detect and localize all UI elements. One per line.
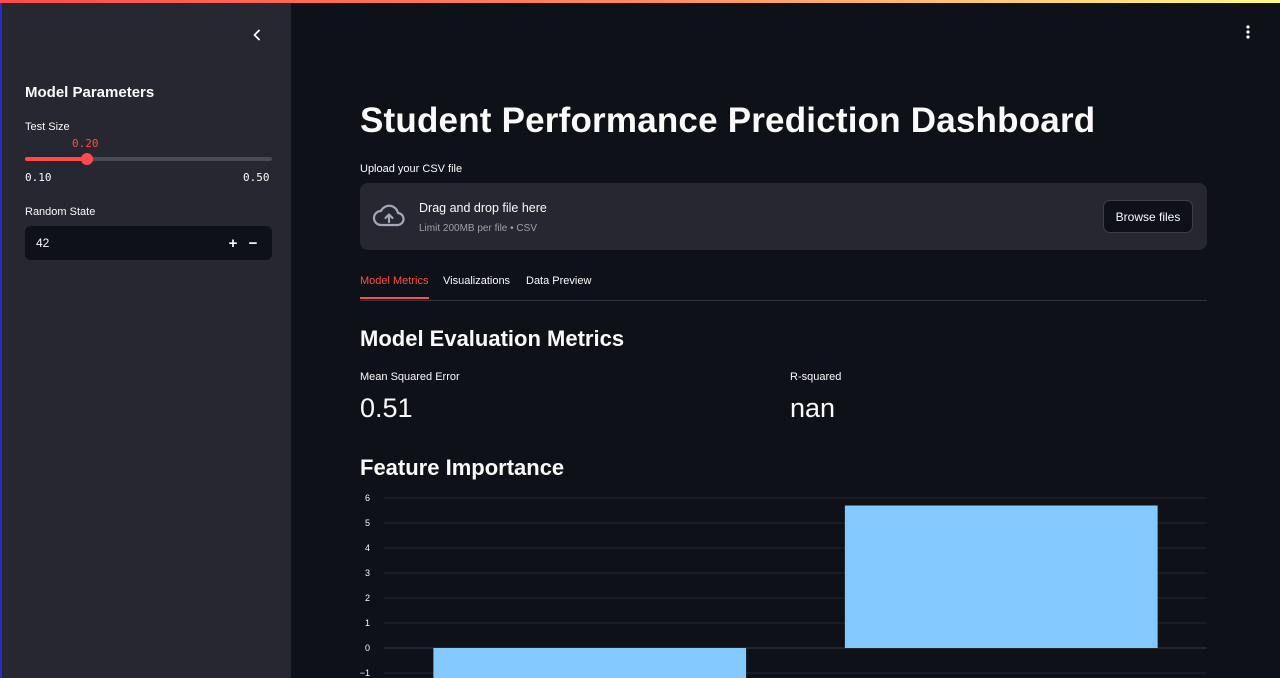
vertical-ellipsis-icon [1246, 25, 1250, 39]
dropzone-limit: Limit 200MB per file • CSV [419, 223, 537, 234]
test-size-value: 0.20 [72, 137, 99, 150]
tab-model-metrics[interactable]: Model Metrics [360, 275, 429, 287]
browse-files-button[interactable]: Browse files [1103, 200, 1193, 233]
tab-visualizations[interactable]: Visualizations [443, 275, 511, 287]
metrics-heading: Model Evaluation Metrics [360, 326, 625, 351]
bar-1[interactable] [433, 648, 747, 678]
test-size-label: Test Size [25, 121, 70, 133]
file-dropzone[interactable]: Drag and drop file here Limit 200MB per … [360, 183, 1207, 250]
sidebar-title: Model Parameters [25, 84, 155, 101]
main-menu-button[interactable] [1238, 22, 1258, 42]
slider-min-label: 0.10 [25, 171, 52, 184]
upload-label: Upload your CSV file [360, 163, 463, 175]
slider-fill [25, 157, 87, 161]
sidebar: Model Parameters Test Size 0.20 0.10 0.5… [0, 0, 291, 678]
bar-2[interactable] [844, 505, 1158, 649]
y-tick-label: 1 [365, 618, 370, 628]
y-tick-label: 0 [365, 643, 370, 653]
slider-max-label: 0.50 [243, 171, 270, 184]
y-tick-label: 4 [365, 543, 370, 553]
chevron-left-icon [253, 29, 260, 41]
dropzone-instructions: Drag and drop file here [419, 201, 547, 215]
test-size-slider[interactable] [25, 153, 272, 165]
random-state-input[interactable]: 42 − + [25, 226, 272, 260]
feature-importance-chart: 6 5 4 3 2 1 0 −1 [360, 493, 1207, 678]
active-tab-indicator [360, 297, 429, 299]
random-state-label: Random State [25, 206, 96, 218]
y-tick-label: 6 [365, 493, 370, 503]
collapse-sidebar-button[interactable] [246, 24, 268, 46]
y-tick-label: 2 [365, 593, 370, 603]
page-title: Student Performance Prediction Dashboard [360, 101, 1096, 140]
slider-thumb[interactable] [80, 153, 93, 165]
metric-label-mse: Mean Squared Error [360, 371, 460, 383]
metric-label-r2: R-squared [790, 371, 842, 383]
y-tick-label: 5 [365, 518, 370, 528]
y-tick-label: −1 [360, 668, 370, 678]
feature-importance-heading: Feature Importance [360, 455, 565, 480]
tab-data-preview[interactable]: Data Preview [526, 275, 592, 287]
decrement-button[interactable]: − [248, 234, 258, 252]
metric-value-r2: nan [790, 393, 836, 423]
random-state-value[interactable]: 42 [36, 236, 50, 250]
metric-value-mse: 0.51 [360, 393, 413, 423]
cloud-upload-icon [372, 204, 405, 227]
y-tick-label: 3 [365, 568, 370, 578]
tab-bar: Model Metrics Visualizations Data Previe… [360, 270, 1207, 301]
top-decoration-bar [0, 0, 1280, 3]
increment-button[interactable]: + [228, 234, 238, 252]
